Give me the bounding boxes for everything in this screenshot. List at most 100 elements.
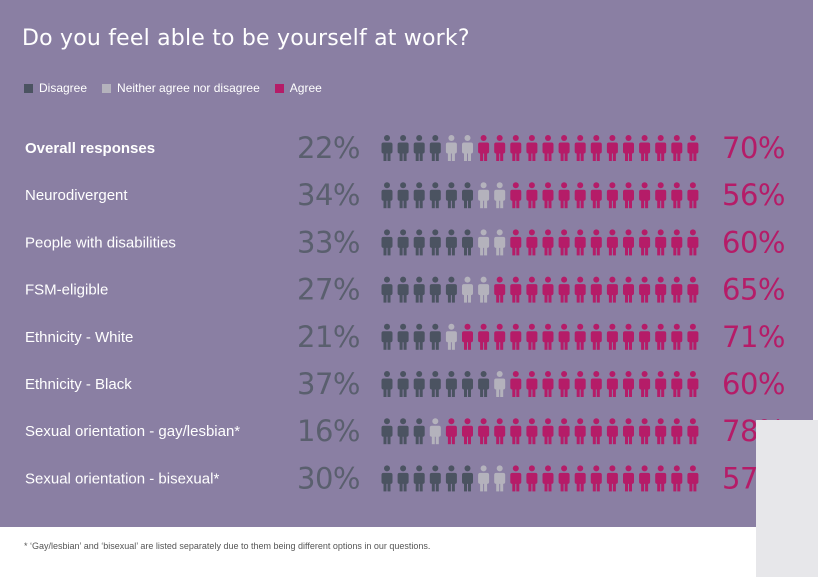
person-icon	[655, 276, 667, 303]
person-icon	[558, 465, 570, 492]
person-icon	[558, 371, 570, 397]
person-icon	[671, 465, 683, 492]
person-icon	[542, 229, 554, 256]
chart-panel: Do you feel able to be yourself at work?…	[0, 0, 813, 527]
disagree-percent-label: 21%	[297, 320, 360, 354]
agree-percent-label: 65%	[722, 273, 785, 307]
person-icon	[639, 323, 651, 350]
person-icon	[429, 135, 441, 161]
category-label: Neurodivergent	[25, 187, 128, 204]
person-icon	[655, 371, 667, 397]
person-icon	[623, 323, 634, 350]
person-icon	[542, 465, 554, 492]
person-icon	[606, 418, 618, 445]
person-icon	[478, 371, 490, 397]
person-icon	[429, 229, 441, 256]
legend-label-disagree: Disagree	[39, 81, 88, 95]
person-icon	[381, 323, 393, 350]
person-icon	[623, 182, 634, 209]
person-icon	[639, 135, 651, 161]
person-icon	[574, 182, 586, 209]
person-icon	[542, 418, 554, 445]
person-icon	[590, 418, 602, 445]
person-icon	[558, 135, 570, 161]
person-icon	[606, 323, 618, 350]
person-icon	[574, 323, 586, 350]
person-icon	[606, 465, 618, 492]
person-icon	[574, 276, 586, 303]
legend-item-disagree: Disagree	[24, 81, 87, 95]
person-icon	[478, 465, 490, 492]
person-icon	[413, 323, 425, 350]
disagree-percent-label: 37%	[297, 367, 360, 401]
person-icon	[397, 465, 409, 492]
person-icon	[478, 276, 490, 303]
person-icon	[542, 371, 554, 397]
person-icon	[381, 276, 393, 303]
person-icon	[397, 135, 409, 161]
person-icon	[542, 323, 554, 350]
person-icon	[462, 229, 473, 256]
person-icon	[381, 182, 393, 209]
disagree-percent-label: 34%	[297, 178, 360, 212]
person-icon	[429, 418, 441, 445]
person-icon	[639, 418, 651, 445]
person-icon	[639, 182, 651, 209]
person-icon	[397, 229, 409, 256]
person-icon	[397, 182, 409, 209]
person-icon	[526, 182, 538, 209]
person-icon	[494, 276, 506, 303]
person-icon	[397, 418, 409, 445]
person-icon	[462, 465, 473, 492]
person-icon	[381, 418, 393, 445]
person-icon	[494, 465, 506, 492]
person-icon	[687, 135, 699, 161]
category-label: Ethnicity - White	[25, 329, 133, 346]
person-icon	[542, 135, 554, 161]
legend-label-agree: Agree	[289, 81, 322, 95]
person-icon	[494, 371, 506, 397]
person-icon	[542, 276, 554, 303]
person-icon	[494, 135, 506, 161]
person-icon	[623, 276, 634, 303]
person-icon	[397, 323, 409, 350]
person-icon	[494, 323, 506, 350]
agree-percent-label: 60%	[722, 367, 785, 401]
person-icon	[429, 371, 441, 397]
person-icon	[606, 229, 618, 256]
person-icon	[462, 371, 473, 397]
person-icon	[558, 276, 570, 303]
person-icon	[462, 323, 473, 350]
person-icon	[397, 276, 409, 303]
person-icon	[671, 229, 683, 256]
person-icon	[510, 229, 522, 256]
person-icon	[413, 229, 425, 256]
person-icon	[478, 135, 490, 161]
person-icon	[655, 323, 667, 350]
person-icon	[413, 465, 425, 492]
category-label: Overall responses	[25, 140, 155, 157]
person-icon	[445, 229, 457, 256]
disagree-percent-label: 27%	[297, 273, 360, 307]
legend: Disagree Neither agree nor disagree Agre…	[24, 80, 337, 96]
person-icon	[574, 418, 586, 445]
disagree-percent-label: 33%	[297, 225, 360, 259]
category-label: Sexual orientation - gay/lesbian*	[25, 423, 240, 440]
person-icon	[639, 465, 651, 492]
agree-percent-label: 56%	[722, 178, 785, 212]
person-icon	[671, 371, 683, 397]
person-icon	[623, 465, 634, 492]
person-icon	[510, 323, 522, 350]
person-icon	[671, 418, 683, 445]
person-icon	[381, 465, 393, 492]
person-icon	[462, 276, 473, 303]
person-icon	[413, 135, 425, 161]
person-icon	[639, 371, 651, 397]
person-icon	[558, 323, 570, 350]
person-icon	[445, 418, 457, 445]
legend-swatch-agree	[274, 83, 284, 93]
person-icon	[590, 465, 602, 492]
person-icon	[671, 276, 683, 303]
person-icon	[510, 135, 522, 161]
person-icon	[655, 465, 667, 492]
